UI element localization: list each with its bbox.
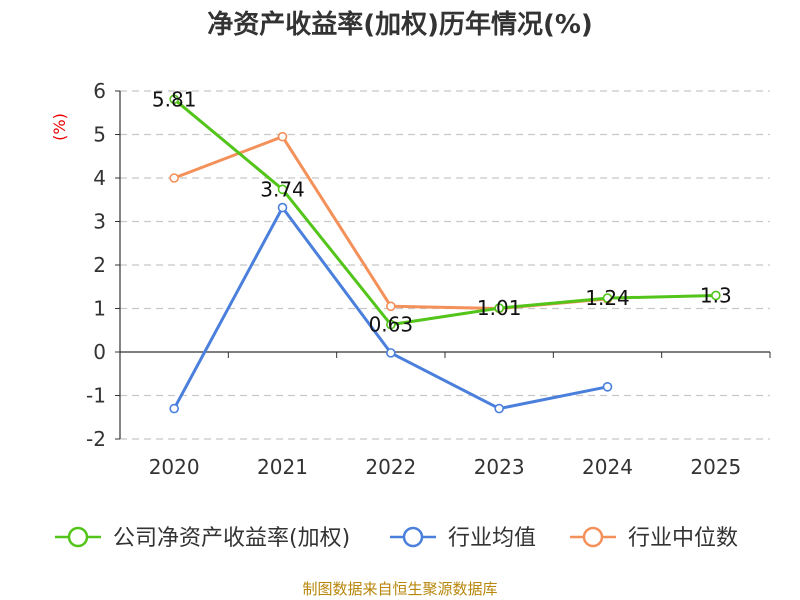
y-tick-label: 0 [93,340,106,364]
data-point[interactable] [386,319,396,330]
data-point[interactable] [494,303,504,313]
data-label: 1.01 [477,296,522,320]
chart-title: 净资产收益率(加权)历年情况(%) [207,9,593,40]
legend-marker-1[interactable] [402,526,424,548]
series-line-0 [173,98,716,327]
data-point[interactable] [169,173,179,183]
data-point[interactable] [602,381,613,392]
data-point[interactable] [386,348,396,358]
data-point[interactable] [169,94,179,105]
legend-label-0[interactable]: 公司净资产收益率(加权) [113,526,350,551]
data-point[interactable] [494,403,504,414]
data-label: 1.3 [700,283,732,307]
legend-marker-2[interactable] [582,526,604,548]
data-point[interactable] [711,290,721,301]
y-tick-label: 1 [93,297,106,321]
y-tick-label: 5 [93,123,106,147]
data-point[interactable] [277,184,288,195]
y-tick-label: 2 [93,253,106,277]
y-axis-label: (%) [50,113,69,141]
y-tick-label: 4 [93,166,106,190]
y-tick-label: -1 [86,384,106,408]
data-point[interactable] [386,301,396,312]
x-tick-label: 2022 [365,455,416,479]
series-line-2 [173,135,608,310]
data-labels: 5.81 3.74 0.63 1.01 1.24 1.3 [152,87,732,336]
y-tick-label: 3 [93,210,106,234]
x-tick-label: 2020 [149,455,200,479]
legend-label-2[interactable]: 行业中位数 [628,526,738,551]
y-tick-label: 6 [93,79,106,103]
grid-lines [120,90,770,440]
legend: 公司净资产收益率(加权) 行业均值 行业中位数 [55,526,738,551]
data-label: 5.81 [152,87,197,111]
data-point[interactable] [169,403,179,414]
x-tick-label: 2023 [474,455,525,479]
data-label: 1.24 [585,286,630,310]
data-point[interactable] [602,293,613,303]
x-tick-label: 2025 [690,455,741,479]
y-tick-label: -2 [86,427,106,451]
data-label: 3.74 [260,177,305,201]
legend-label-1[interactable]: 行业均值 [448,526,536,551]
source-note: 制图数据来自恒生聚源数据库 [302,580,497,598]
data-point[interactable] [277,131,288,142]
x-tick-label: 2024 [582,455,633,479]
series-lines [169,94,721,414]
legend-marker-0[interactable] [67,526,89,548]
data-label: 0.63 [369,313,414,337]
x-tick-label: 2021 [257,455,308,479]
data-point[interactable] [277,202,288,213]
axes: -2 -1 0 1 2 3 4 5 6 2020 2021 2022 2023 2024 2025 [86,79,771,479]
